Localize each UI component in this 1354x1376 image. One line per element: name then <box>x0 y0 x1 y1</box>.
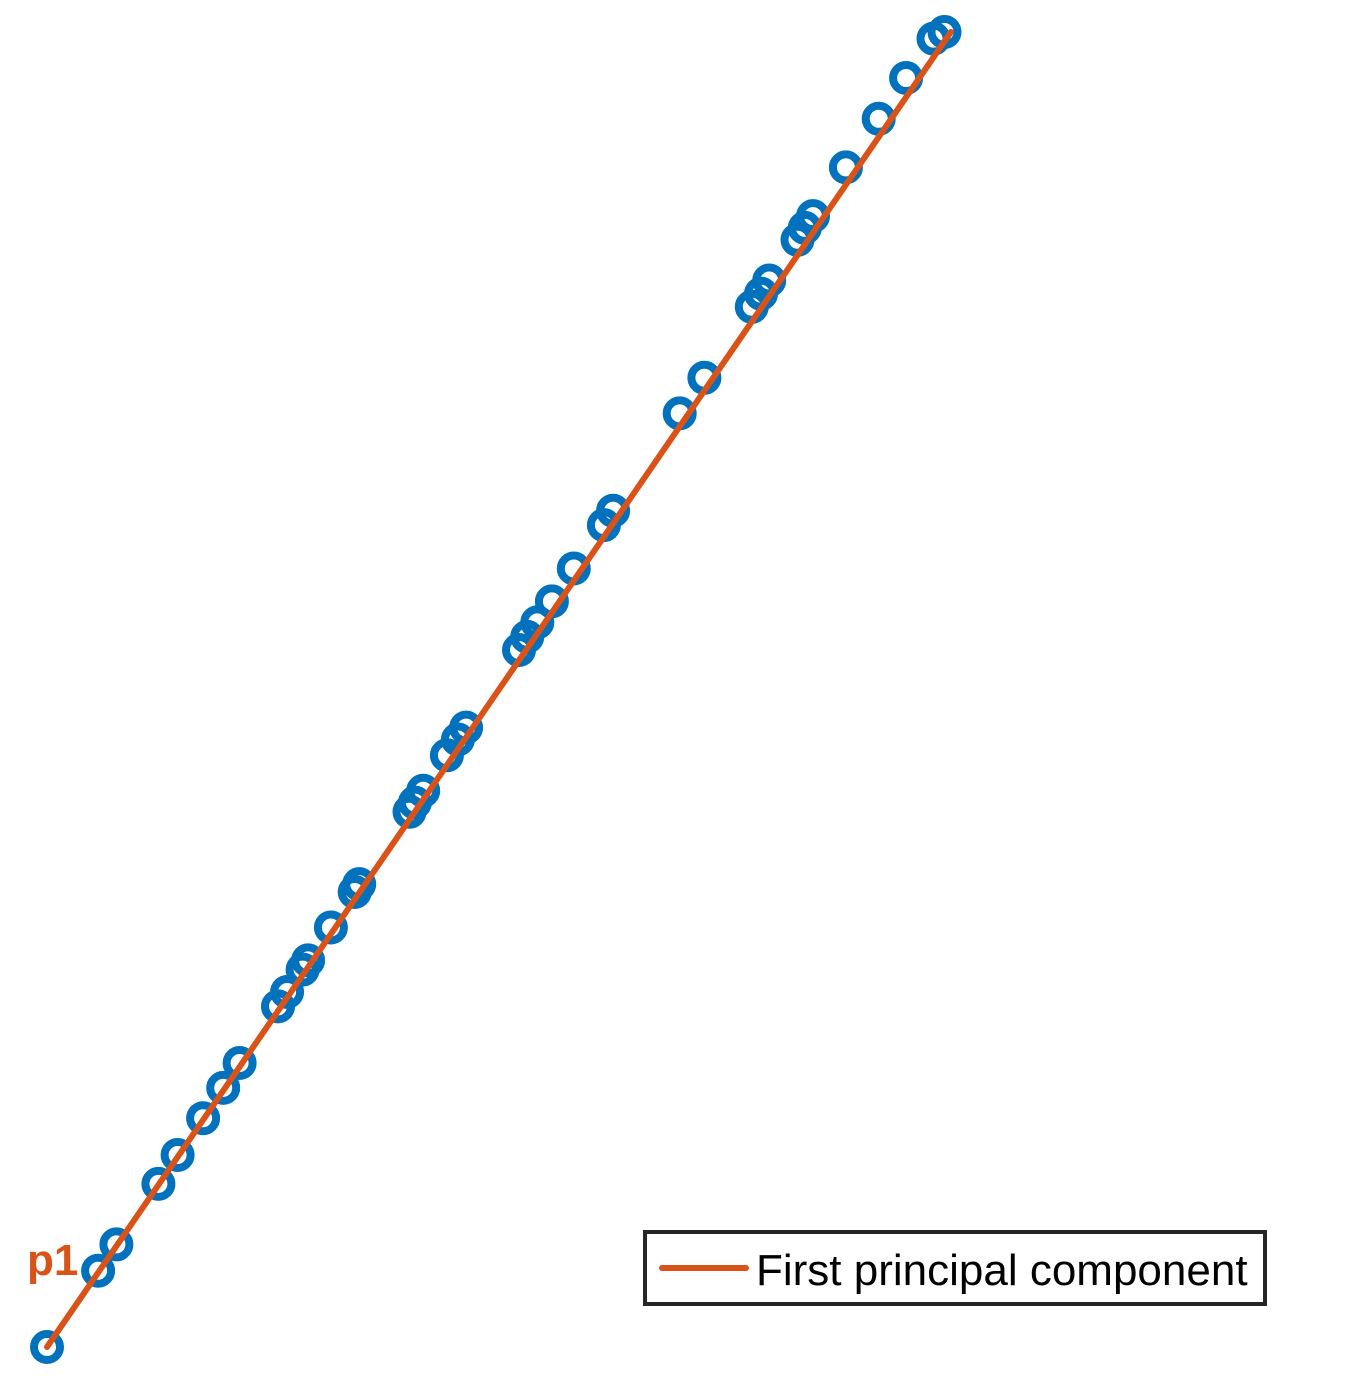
data-point <box>81 1253 116 1288</box>
data-point <box>160 1138 195 1172</box>
legend: First principal component <box>643 1230 1267 1306</box>
data-point <box>222 1046 257 1080</box>
principal-component-line <box>44 29 954 1350</box>
data-point <box>313 910 348 945</box>
data-point <box>99 1227 134 1262</box>
data-point <box>30 1330 64 1364</box>
data-point <box>206 1070 241 1105</box>
data-point <box>186 1101 221 1136</box>
legend-box <box>643 1230 1267 1306</box>
legend-label: First principal component <box>756 1246 1248 1295</box>
data-point <box>270 975 305 1009</box>
data-point <box>141 1166 176 1201</box>
scatter-points <box>30 15 962 1364</box>
annotation-p1: p1 <box>27 1236 78 1285</box>
data-point <box>291 943 326 978</box>
